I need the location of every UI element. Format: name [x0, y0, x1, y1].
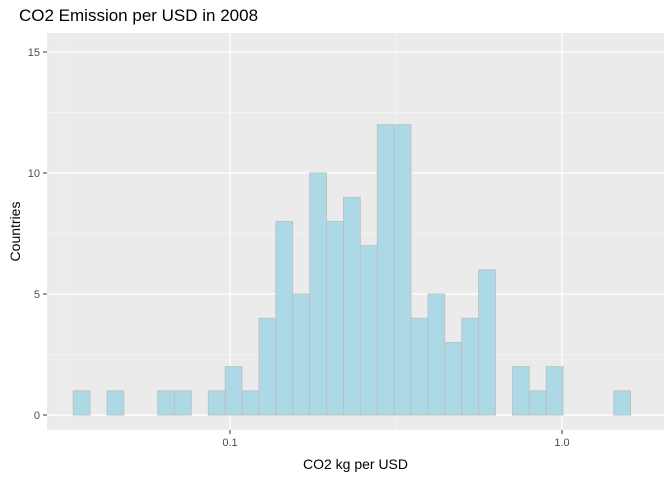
histogram-bar: [478, 269, 496, 416]
chart-title: CO2 Emission per USD in 2008: [19, 6, 259, 25]
histogram-bar: [393, 124, 412, 416]
histogram-bar: [241, 390, 260, 416]
histogram-bar: [106, 390, 125, 416]
y-tick-label: 15: [28, 47, 40, 59]
x-tick-label: 1.0: [554, 437, 569, 449]
histogram-bar: [359, 245, 378, 416]
histogram-bar: [258, 317, 277, 416]
x-tick-label: 0.1: [222, 437, 237, 449]
histogram-bar: [444, 341, 463, 416]
histogram-bar: [224, 366, 243, 416]
histogram-bar: [72, 390, 91, 416]
y-axis: 0 5 10 15: [28, 47, 47, 422]
histogram-bars: [72, 124, 632, 416]
histogram-bar: [545, 366, 564, 416]
histogram-bar: [173, 390, 192, 416]
y-tick-label: 0: [34, 410, 40, 422]
y-tick-label: 5: [34, 289, 40, 301]
x-axis-title: CO2 kg per USD: [303, 456, 408, 472]
histogram-bar: [461, 317, 480, 416]
histogram-bar: [528, 390, 547, 416]
histogram-bar: [410, 317, 429, 416]
histogram-bar: [292, 293, 311, 416]
histogram-bar: [157, 390, 175, 416]
y-tick-label: 10: [28, 168, 40, 180]
histogram-bar: [207, 390, 226, 416]
histogram-bar: [343, 196, 361, 416]
histogram-bar: [275, 220, 294, 416]
histogram-bar: [427, 293, 446, 416]
y-axis-title: Countries: [7, 202, 23, 262]
x-axis: 0.1 1.0: [222, 430, 570, 449]
histogram-bar: [376, 124, 395, 416]
histogram-bar: [613, 390, 632, 416]
histogram-bar: [511, 366, 530, 416]
histogram-bar: [326, 220, 344, 416]
histogram-bar: [309, 172, 327, 416]
